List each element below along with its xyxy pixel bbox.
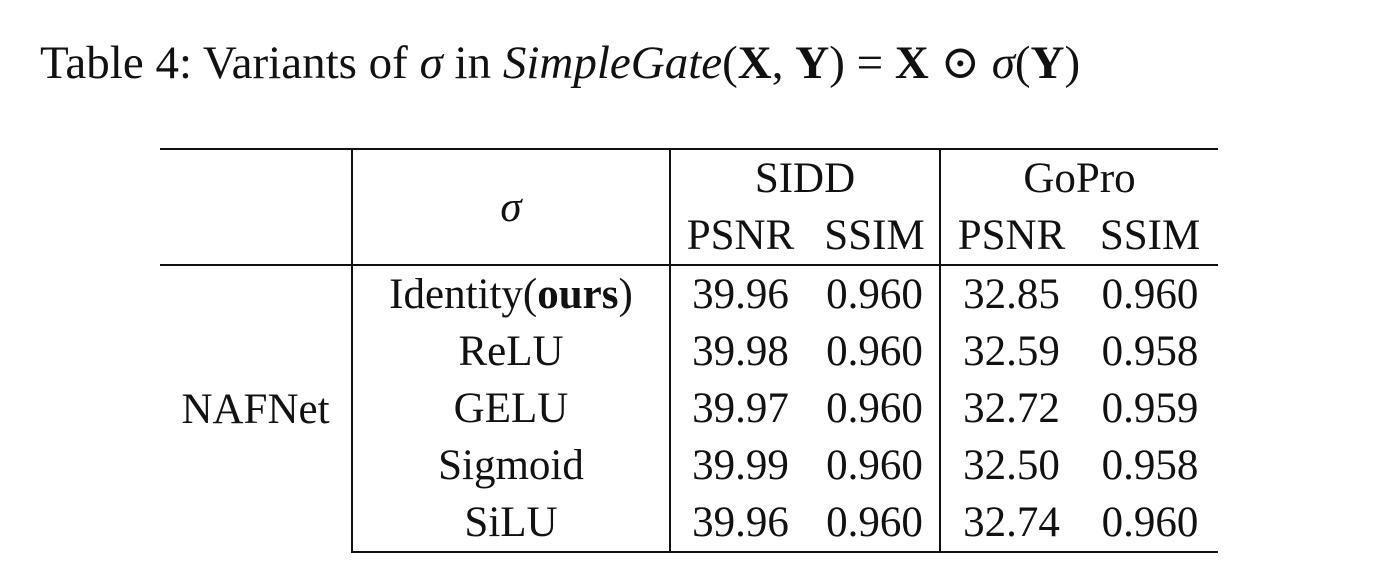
caption-rhs-close: ) [1064, 37, 1081, 89]
cell-sidd-ssim: 0.960 [810, 437, 941, 494]
header-sigma: σ [352, 148, 671, 265]
cell-sidd-ssim: 0.960 [810, 264, 941, 323]
model-name: NAFNet [160, 264, 353, 552]
cell-gopro-ssim: 0.958 [1101, 328, 1199, 375]
cell-gopro-ssim: 0.960 [1082, 264, 1219, 323]
cell-gopro-psnr: 32.74 [940, 494, 1082, 553]
caption-rhs-open: ( [1014, 37, 1031, 89]
caption-function-name: SimpleGate [502, 37, 723, 89]
row-sigma-base: Identity( [389, 271, 538, 318]
table-row: ReLU 39.98 0.960 32.59 0.958 [160, 323, 1218, 380]
cell-sidd-ssim: 0.960 [810, 380, 941, 437]
row-sigma: SiLU [352, 494, 671, 553]
cell-gopro-ssim: 0.958 [1101, 442, 1199, 489]
caption-arg-y: Y [795, 37, 830, 89]
header-model-cell [160, 148, 353, 265]
header-row-metrics: PSNR SSIM PSNR SSIM [160, 207, 1218, 265]
header-metric-sidd-ssim: SSIM [810, 207, 941, 265]
cell-sidd-psnr: 39.97 [692, 385, 789, 432]
header-row-groups: σ SIDD GoPro [160, 148, 1219, 265]
cell-sidd-psnr: 39.98 [692, 328, 789, 375]
caption-sigma: σ [419, 37, 443, 89]
caption-rhs-sigma: σ [991, 37, 1015, 89]
caption-in: in [442, 37, 503, 89]
table-caption: Table 4: Variants of σ in SimpleGate(X, … [40, 30, 1360, 96]
cell-gopro-ssim: 0.959 [1101, 385, 1199, 432]
cell-sidd-ssim: 0.960 [810, 494, 941, 553]
caption-arg-x: X [737, 37, 772, 89]
cell-gopro-psnr: 32.50 [963, 442, 1060, 489]
header-group-sidd: SIDD [670, 148, 941, 207]
cell-sidd-psnr: 39.96 [670, 494, 810, 553]
cell-gopro-psnr: 32.59 [963, 328, 1060, 375]
header-metric-sidd-psnr: PSNR [686, 212, 795, 259]
header-metric-gopro-psnr: PSNR [957, 212, 1066, 259]
table-row: NAFNet Identity(ours) 39.96 0.960 32.85 … [160, 264, 1219, 552]
header-group-gopro: GoPro [940, 148, 1219, 207]
row-sigma: GELU [352, 380, 671, 437]
row-sigma: Identity(ours) [352, 264, 671, 323]
table-row: Sigmoid 39.99 0.960 32.50 0.958 [160, 437, 1218, 494]
row-sigma-tail: ) [618, 271, 633, 318]
caption-rhs-x: X [894, 37, 929, 89]
results-table: σ SIDD GoPro PSNR SSIM PSNR SSIM NAFNet … [160, 148, 1219, 553]
row-sigma: Sigmoid [352, 437, 671, 494]
table-row: GELU 39.97 0.960 32.72 0.959 [160, 380, 1218, 437]
table-row: SiLU 39.96 0.960 32.74 0.960 [160, 494, 1219, 553]
header-metric-gopro-ssim: SSIM [1099, 212, 1201, 259]
cell-gopro-psnr: 32.85 [940, 264, 1082, 323]
caption-odot: ⊙ [928, 37, 992, 89]
cell-sidd-psnr: 39.96 [670, 264, 810, 323]
caption-prefix: Table 4: Variants of [40, 37, 420, 89]
row-sigma: ReLU [352, 323, 671, 380]
caption-rhs-y: Y [1030, 37, 1065, 89]
cell-sidd-ssim: 0.960 [810, 323, 941, 380]
caption-args-close: ) = [829, 37, 895, 89]
cell-sidd-psnr: 39.99 [692, 442, 789, 489]
row-sigma-ours: ours [537, 271, 619, 318]
cell-gopro-psnr: 32.72 [963, 385, 1060, 432]
caption-comma: , [771, 37, 796, 89]
cell-gopro-ssim: 0.960 [1082, 494, 1219, 553]
caption-args-open: ( [722, 37, 738, 89]
